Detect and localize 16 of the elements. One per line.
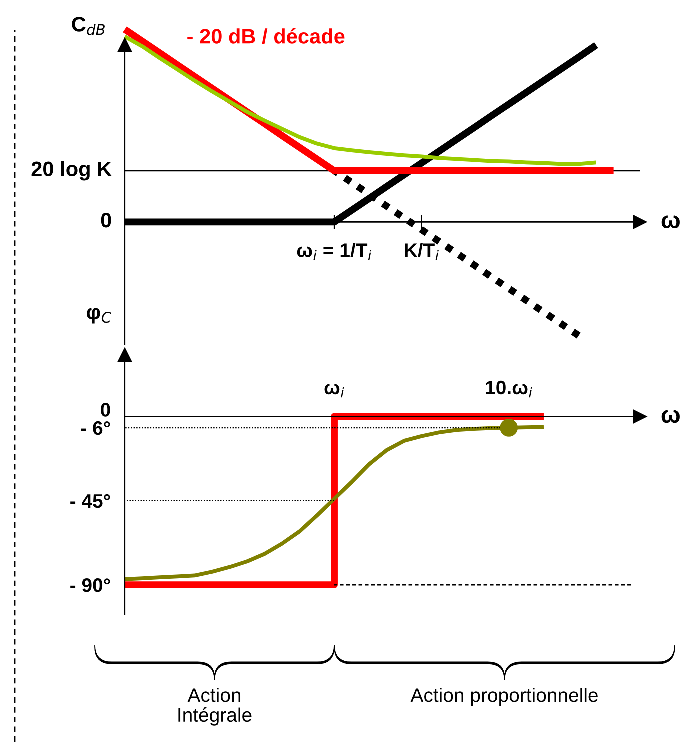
y-tick-label: - 45°	[70, 494, 110, 508]
y-tick-label: - 6°	[81, 421, 110, 436]
y-tick-label: 0	[101, 403, 110, 417]
annotation: - 20 dB / décade	[188, 28, 345, 44]
x-tick-label: 10.ω$_{i}$	[486, 380, 532, 398]
text: Action Intégrale	[178, 688, 252, 726]
y-axis-title: φ$_{C}$	[87, 308, 112, 324]
x-tick-label: ω$_{i}$ = 1/T$_{i}$	[297, 243, 372, 260]
y-tick-label: - 90°	[70, 578, 110, 592]
text: Action proportionnelle	[410, 688, 598, 706]
x-tick-label: K/T$_{i}$	[405, 243, 440, 260]
x-axis-title: ω	[662, 410, 680, 424]
x-tick-label: ω$_{i}$	[324, 384, 344, 398]
y-axis-title: C$_{dB}$	[72, 17, 105, 36]
x-axis-title: ω	[662, 216, 680, 229]
ref-line-label: 20 log K	[32, 161, 112, 181]
